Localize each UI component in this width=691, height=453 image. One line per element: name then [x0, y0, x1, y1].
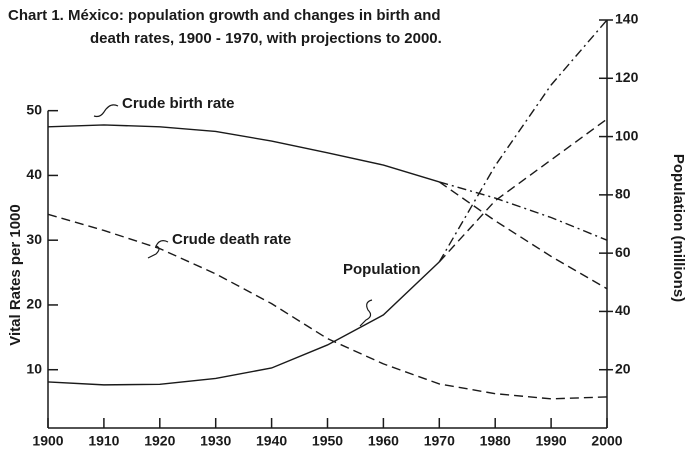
x-tick-label: 1950 — [312, 433, 343, 449]
x-tick-label: 1900 — [32, 433, 63, 449]
y-tick-label: 50 — [26, 101, 42, 117]
chart-subtitle: death rates, 1900 - 1970, with projectio… — [90, 30, 442, 47]
x-tick-label: 1930 — [200, 433, 231, 449]
y-tick-label: 30 — [26, 231, 42, 247]
series-line — [47, 213, 608, 400]
x-tick-label: 2000 — [591, 433, 622, 449]
x-tick-label: 1940 — [256, 433, 287, 449]
y-tick-label: 40 — [26, 166, 42, 182]
x-tick-label: 1990 — [536, 433, 567, 449]
projection-line — [438, 181, 608, 290]
x-tick-label: 1920 — [144, 433, 175, 449]
y-axis-label: Vital Rates per 1000 — [7, 204, 24, 345]
y-tick-label: 10 — [26, 360, 42, 376]
projection-line — [439, 181, 608, 241]
y-tick-label: 20 — [26, 296, 42, 312]
annotation: Population — [343, 261, 421, 278]
x-tick-label: 1970 — [424, 433, 455, 449]
series-line — [47, 261, 440, 386]
series-line — [47, 124, 440, 183]
y2-axis-label: Population (millions) — [670, 154, 687, 302]
y2-tick-label: 40 — [615, 302, 631, 318]
annotation: Crude birth rate — [122, 95, 235, 112]
y2-tick-label: 120 — [615, 69, 639, 85]
x-tick-label: 1910 — [88, 433, 119, 449]
x-tick-label: 1960 — [368, 433, 399, 449]
y2-tick-label: 60 — [615, 244, 631, 260]
y2-tick-label: 20 — [615, 360, 631, 376]
annotation: Crude death rate — [172, 231, 291, 248]
projection-line — [438, 118, 608, 263]
y2-tick-label: 100 — [615, 127, 639, 143]
projection-line — [438, 19, 608, 263]
y2-tick-label: 140 — [615, 11, 639, 27]
y2-tick-label: 80 — [615, 186, 631, 202]
leader — [147, 240, 169, 259]
leader — [93, 104, 119, 118]
leader — [359, 299, 373, 327]
chart-title: Chart 1. México: population growth and c… — [8, 7, 441, 24]
x-tick-label: 1980 — [480, 433, 511, 449]
